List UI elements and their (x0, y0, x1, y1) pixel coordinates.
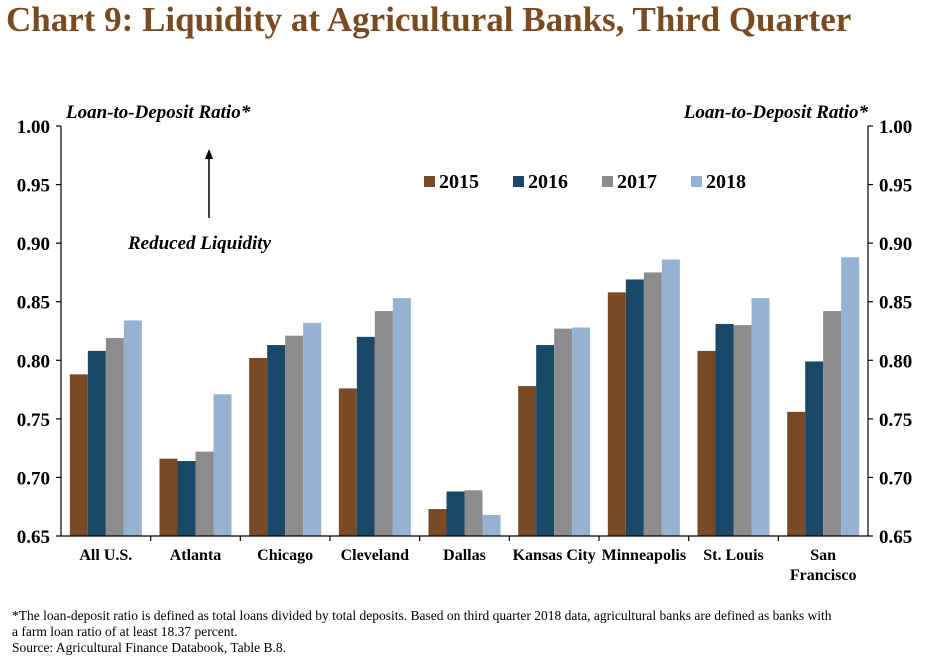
y-tick-label-left: 0.90 (17, 234, 50, 255)
bar-2018-atlanta (213, 394, 232, 536)
y-tick-label-left: 0.80 (17, 351, 50, 372)
legend-label-2017: 2017 (617, 171, 657, 193)
y-tick-label-right: 0.65 (879, 527, 912, 548)
bar-2016-kansas-city (536, 345, 555, 536)
x-tick-label: All U.S. (79, 547, 132, 564)
x-tick-label: Minneapolis (602, 547, 686, 564)
y-tick-label-right: 0.75 (879, 410, 912, 431)
bar-2018-dallas (482, 514, 501, 536)
bar-2015-atlanta (159, 458, 178, 536)
bar-2015-all-u-s- (69, 374, 88, 536)
legend-swatch-2015 (424, 176, 435, 187)
bar-chart: 0.65 0.65 0.70 0.70 0.75 0.75 0.80 0.80 0.85 0.85… (17, 102, 913, 584)
x-tick-label: Chicago (257, 547, 313, 564)
y-tick-label-right: 0.95 (879, 176, 912, 197)
footnote: *The loan-deposit ratio is defined as to… (12, 608, 917, 656)
bar-2017-st-louis (733, 325, 752, 536)
x-tick-label: Francisco (790, 567, 857, 584)
legend-swatch-2018 (691, 176, 702, 187)
legend-swatch-2016 (513, 176, 524, 187)
x-tick-label: Atlanta (170, 547, 222, 564)
bar-2017-san-francisco (823, 311, 842, 536)
legend: 2015 2016 2017 2018 (424, 171, 746, 193)
y-tick-label-left: 0.75 (17, 410, 50, 431)
legend-label-2018: 2018 (706, 171, 746, 193)
bar-2015-minneapolis (607, 292, 626, 536)
legend-swatch-2017 (602, 176, 613, 187)
bar-2016-chicago (267, 345, 286, 536)
y-tick-label-left: 0.85 (17, 293, 50, 314)
y-axis-label-left: Loan-to-Deposit Ratio* (65, 102, 251, 123)
bar-2015-st-louis (697, 350, 716, 536)
bar-2017-kansas-city (554, 328, 573, 536)
footnote-line-2: a farm loan ratio of at least 18.37 perc… (12, 624, 238, 639)
y-tick-label-right: 0.70 (879, 468, 912, 489)
chart-title: Chart 9: Liquidity at Agricultural Banks… (6, 0, 852, 39)
bar-2015-kansas-city (518, 386, 537, 536)
reduced-liquidity-arrow (205, 149, 213, 218)
bar-2015-cleveland (338, 388, 357, 536)
bar-2018-san-francisco (841, 257, 860, 536)
y-tick-label-right: 0.85 (879, 293, 912, 314)
bar-2018-all-u-s- (123, 320, 142, 536)
bar-2015-chicago (249, 357, 268, 536)
bar-2015-san-francisco (787, 411, 806, 536)
x-tick-label: San (810, 547, 836, 564)
bar-2016-dallas (446, 491, 465, 536)
axes: 0.65 0.65 0.70 0.70 0.75 0.75 0.80 0.80 0.85 0.85… (17, 117, 913, 584)
bar-2016-cleveland (356, 336, 375, 536)
bar-2016-all-u-s- (87, 350, 106, 536)
bar-2018-kansas-city (572, 327, 591, 536)
legend-label-2015: 2015 (439, 171, 479, 193)
bar-2017-dallas (464, 490, 483, 536)
x-tick-label: Kansas City (513, 547, 596, 564)
bar-2018-chicago (303, 322, 322, 536)
source-note: Source: Agricultural Finance Databook, T… (12, 640, 286, 655)
bar-2017-atlanta (195, 451, 214, 536)
y-tick-label-left: 1.00 (17, 117, 50, 138)
x-tick-label: Dallas (443, 547, 486, 564)
bar-2017-chicago (285, 335, 304, 536)
bar-2018-st-louis (751, 298, 770, 536)
y-tick-label-right: 1.00 (879, 117, 912, 138)
bar-2017-all-u-s- (105, 338, 124, 536)
y-tick-label-left: 0.70 (17, 468, 50, 489)
annotation-reduced-liquidity: Reduced Liquidity (127, 233, 272, 254)
bar-2017-minneapolis (643, 272, 662, 536)
bar-2018-cleveland (392, 298, 411, 536)
y-tick-label-left: 0.65 (17, 527, 50, 548)
x-tick-label: St. Louis (703, 547, 763, 564)
bar-2018-minneapolis (661, 259, 680, 536)
footnote-line-1: *The loan-deposit ratio is defined as to… (12, 608, 832, 623)
bar-2016-st-louis (715, 323, 734, 536)
y-tick-label-right: 0.90 (879, 234, 912, 255)
x-tick-label: Cleveland (341, 547, 410, 564)
legend-label-2016: 2016 (528, 171, 568, 193)
bar-groups (69, 257, 860, 536)
y-tick-label-right: 0.80 (879, 351, 912, 372)
bar-2016-atlanta (177, 461, 196, 536)
bar-2017-cleveland (374, 311, 393, 536)
bar-2016-minneapolis (625, 279, 644, 536)
y-axis-label-right: Loan-to-Deposit Ratio* (683, 102, 869, 123)
bar-2015-dallas (428, 509, 447, 536)
y-tick-label-left: 0.95 (17, 176, 50, 197)
bar-2016-san-francisco (805, 361, 824, 536)
